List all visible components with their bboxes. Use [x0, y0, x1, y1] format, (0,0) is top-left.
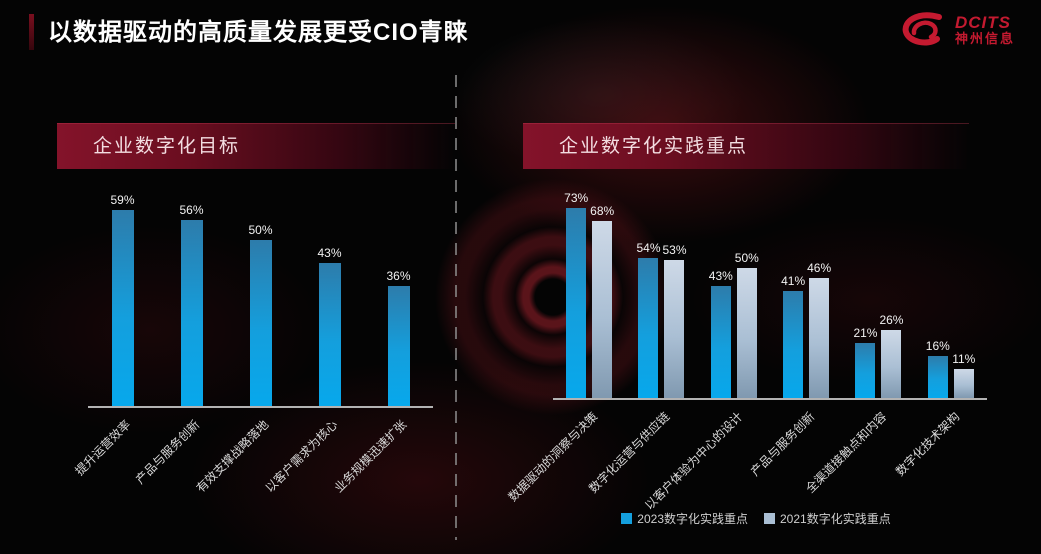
bar-group: 56%: [157, 203, 226, 406]
chart-practice: 企业数字化实践重点 73% 68% 54% 53% 43% 50% 41% 46% 21% 26%…: [506, 123, 989, 527]
bar-2021: 11%: [952, 352, 975, 398]
bar: 56%: [179, 203, 204, 406]
logo-company: 神州信息: [954, 31, 1015, 47]
chart-goals-header: 企业数字化目标: [57, 123, 455, 169]
bar-2021: 26%: [879, 313, 903, 398]
bar-value-label: 54%: [636, 241, 661, 255]
charts-divider-dashed-line: [455, 75, 457, 540]
bar-value-label: 43%: [708, 269, 733, 283]
bar: 50%: [248, 223, 273, 406]
bar: 59%: [110, 193, 135, 406]
category-slot: 全渠道接触点和内容: [804, 400, 914, 500]
chart-practice-header: 企业数字化实践重点: [523, 123, 969, 169]
bar-2023: 73%: [564, 191, 588, 398]
bar-value-label: 59%: [110, 193, 135, 207]
legend-label: 2021数字化实践重点: [780, 512, 891, 526]
legend-item: 2023数字化实践重点: [621, 510, 748, 527]
bar-group: 41% 46%: [770, 206, 842, 398]
logo-brand: DCITS: [954, 12, 1011, 32]
bar-2023: 43%: [709, 269, 733, 398]
bar-value-label: 68%: [590, 204, 615, 218]
bar-2021: 53%: [662, 243, 687, 398]
chart-practice-categories: 数据驱动的洞察与决策 数字化运营与供应链 以客户体验为中心的设计 产品与服务创新 全渠道…: [506, 400, 987, 512]
bar-value-label: 46%: [807, 261, 832, 275]
bar-value-label: 11%: [952, 352, 976, 366]
bar-value-label: 73%: [564, 191, 589, 205]
bar-group: 16% 11%: [915, 206, 987, 398]
chart-goals-categories: 提升运营效率 产品与服务创新 有效支撑战略落地 以客户需求为核心 业务规模迅速扩张: [73, 408, 433, 508]
bar: 43%: [317, 246, 342, 406]
category-label: 提升运营效率: [72, 417, 134, 479]
company-logo: DCITS 神州信息: [899, 10, 1015, 50]
bar-group: 50%: [226, 206, 295, 406]
bar-value-label: 36%: [386, 269, 411, 283]
bar-2023: 41%: [781, 274, 805, 398]
category-slot: 产品与服务创新: [134, 408, 226, 508]
bar-2023: 21%: [853, 326, 877, 398]
bar-group: 54% 53%: [625, 206, 697, 398]
chart-goals-title: 企业数字化目标: [93, 136, 241, 157]
category-slot: 以客户需求为核心: [263, 408, 364, 508]
bar-group: 59%: [88, 193, 157, 406]
bar-value-label: 26%: [879, 313, 904, 327]
bar: 36%: [386, 269, 411, 406]
bar-group: 21% 26%: [842, 206, 914, 398]
category-slot: 提升运营效率: [73, 408, 157, 508]
category-slot: 数字化技术架构: [893, 400, 987, 500]
bar-value-label: 41%: [781, 274, 806, 288]
page-title: 以数据驱动的高质量发展更受CIO青睐: [48, 19, 469, 46]
bar-value-label: 50%: [734, 251, 759, 265]
bar-value-label: 53%: [662, 243, 687, 257]
legend-swatch-icon: [621, 513, 633, 524]
chart-goals: 企业数字化目标 59% 56% 50% 43% 36% 提升运营效率 产品与服务创新 有效支…: [57, 123, 455, 508]
bar-value-label: 50%: [248, 223, 273, 237]
chart-practice-plot: 73% 68% 54% 53% 43% 50% 41% 46% 21% 26% 16% 11%: [553, 191, 987, 400]
logo-text: DCITS 神州信息: [955, 13, 1015, 47]
bar-value-label: 56%: [179, 203, 204, 217]
bar-2023: 54%: [636, 241, 661, 398]
bar-group: 43% 50%: [698, 206, 770, 398]
bar-value-label: 21%: [853, 326, 878, 340]
bar-group: 73% 68%: [553, 191, 625, 398]
legend-swatch-icon: [764, 513, 775, 524]
chart-goals-plot: 59% 56% 50% 43% 36%: [88, 193, 433, 408]
bar-value-label: 16%: [925, 339, 950, 353]
logo-swirl-icon: [902, 12, 942, 46]
legend-label: 2023数字化实践重点: [637, 512, 748, 526]
bar-2021: 50%: [735, 251, 759, 398]
chart-practice-title: 企业数字化实践重点: [559, 136, 749, 157]
category-slot: 以客户体验为中心的设计: [642, 400, 770, 512]
bar-group: 36%: [364, 206, 433, 406]
chart-practice-legend: 2023数字化实践重点 2021数字化实践重点: [523, 510, 989, 527]
title-accent-bar: [29, 14, 34, 50]
category-slot: 有效支撑战略落地: [194, 408, 295, 508]
bar-2021: 68%: [590, 204, 614, 398]
bar-value-label: 43%: [317, 246, 342, 260]
bar-2023: 16%: [926, 339, 950, 398]
bar-2021: 46%: [807, 261, 831, 398]
legend-item: 2021数字化实践重点: [764, 510, 891, 527]
bar-group: 43%: [295, 206, 364, 406]
category-slot: 业务规模迅速扩张: [332, 408, 433, 508]
